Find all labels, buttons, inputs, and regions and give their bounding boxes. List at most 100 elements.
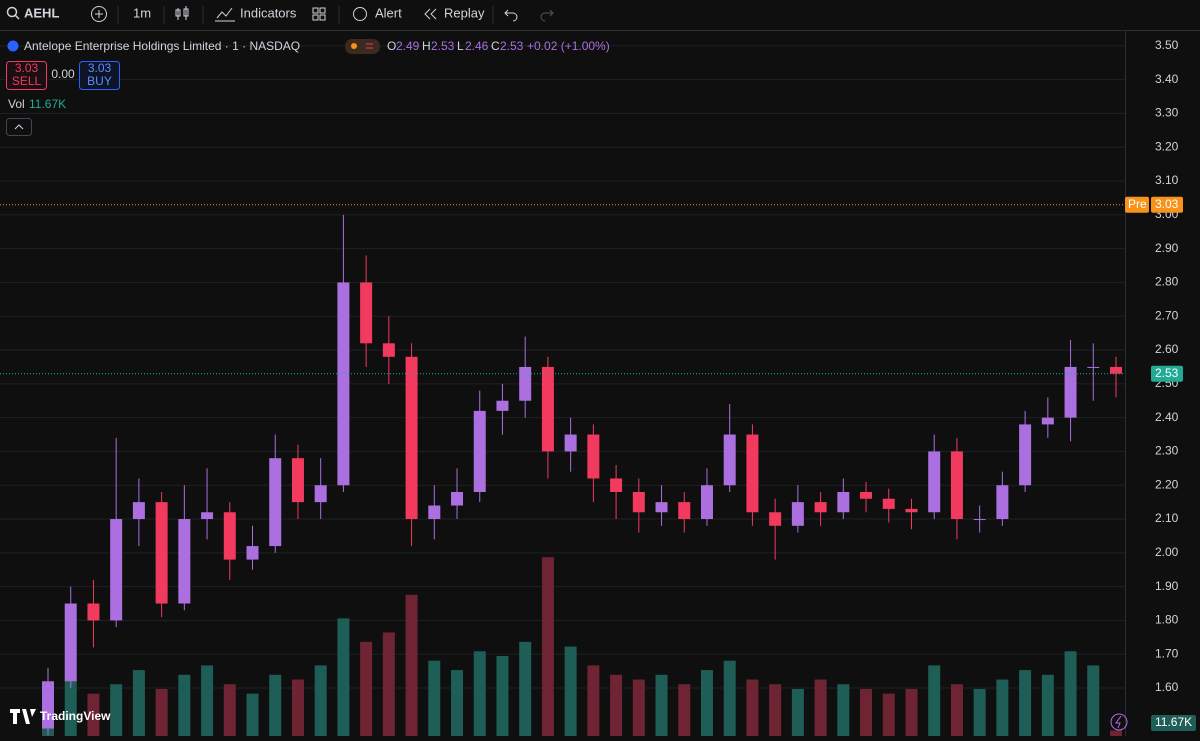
candle-body <box>791 502 804 526</box>
undo[interactable] <box>504 9 518 22</box>
candle-body <box>451 491 464 506</box>
y-tick-label: 3.20 <box>1155 139 1179 153</box>
collapse-legend[interactable] <box>6 118 32 136</box>
candle-body <box>1064 366 1077 418</box>
candle-body <box>155 502 168 604</box>
candle-body <box>223 512 236 560</box>
chart-type-icon[interactable] <box>175 6 189 20</box>
volume-bar <box>405 594 418 736</box>
symbol[interactable]: AEHL <box>24 5 59 20</box>
price-tag-value: 2.53 <box>1155 366 1179 380</box>
candle-body <box>291 458 304 503</box>
volume-bar <box>723 660 736 736</box>
replay-button[interactable]: Replay <box>444 5 485 20</box>
buy-price: 3.03 <box>88 61 112 75</box>
replay-icon <box>424 8 437 20</box>
volume-bar <box>610 674 623 736</box>
layouts-icon[interactable] <box>312 7 326 21</box>
search-icon[interactable] <box>6 6 18 18</box>
candle-body <box>1087 366 1100 368</box>
y-tick-label: 2.00 <box>1155 545 1179 559</box>
candle-body <box>473 410 486 492</box>
market-status-icon <box>351 43 357 49</box>
buy-label: BUY <box>87 74 112 88</box>
candle-body <box>655 502 668 513</box>
collapse-icon <box>14 124 24 130</box>
volume-bar <box>201 665 214 736</box>
candle-body <box>360 282 373 344</box>
candle-body <box>87 603 100 621</box>
candle-body <box>314 485 327 503</box>
volume-bar <box>814 679 827 736</box>
volume-bar <box>428 660 441 736</box>
volume-bar <box>451 670 464 736</box>
volume-bar <box>973 688 986 736</box>
volume-bar <box>860 688 873 736</box>
candle-body <box>587 434 600 479</box>
indicators-button[interactable]: Indicators <box>240 5 297 20</box>
candle-body <box>837 491 850 513</box>
volume-bar <box>337 618 350 736</box>
volume-bar <box>64 679 77 736</box>
volume-bar <box>791 688 804 736</box>
volume-bar <box>360 641 373 736</box>
candle-body <box>973 519 986 521</box>
flash-icon <box>1115 715 1122 729</box>
y-tick-label: 3.10 <box>1155 173 1179 187</box>
alert-icon <box>353 7 367 21</box>
y-tick-label: 1.80 <box>1155 613 1179 627</box>
sell-label: SELL <box>12 74 42 88</box>
search-icon <box>14 14 20 20</box>
y-tick-label: 2.80 <box>1155 275 1179 289</box>
volume-bar <box>655 674 668 736</box>
candle-body <box>269 458 282 547</box>
market-status[interactable] <box>345 39 380 54</box>
candle-body <box>678 502 691 520</box>
candle-body <box>428 505 441 520</box>
y-tick-label: 3.30 <box>1155 106 1179 120</box>
price-axis: 1.601.701.801.902.002.102.202.302.402.50… <box>1125 38 1196 731</box>
volume-label: Vol <box>8 97 25 111</box>
alert-button[interactable]: Alert <box>375 5 402 20</box>
y-tick-label: 1.60 <box>1155 680 1179 694</box>
ohlc-value: 2.49 <box>396 39 420 53</box>
candle-body <box>632 491 645 513</box>
volume-bar <box>769 684 782 736</box>
ohlc-label: C <box>491 39 500 53</box>
ohlc-value: 2.46 <box>465 39 489 53</box>
volume-bar <box>155 688 168 736</box>
volume-bar <box>1019 670 1032 736</box>
candle-body <box>814 502 827 513</box>
candle-body <box>769 512 782 526</box>
volume-bar <box>87 693 100 736</box>
candle-body <box>1041 417 1054 425</box>
y-tick-label: 2.10 <box>1155 511 1179 525</box>
volume-bar <box>496 655 509 736</box>
price-tag-value: 3.03 <box>1155 197 1179 211</box>
ohlc-change: +0.02 (+1.00%) <box>527 39 610 53</box>
volume-bar <box>950 684 963 736</box>
candle-body <box>178 519 191 604</box>
sell-button[interactable] <box>6 61 47 90</box>
candle-body <box>564 434 577 452</box>
volume-layer <box>42 557 1122 736</box>
volume-bar <box>1087 665 1100 736</box>
candle-body <box>246 546 259 560</box>
volume-bar <box>632 679 645 736</box>
volume-tag-value: 11.67K <box>1155 715 1192 729</box>
candle-body <box>950 451 963 520</box>
add-symbol[interactable] <box>91 6 107 22</box>
y-tick-label: 2.60 <box>1155 342 1179 356</box>
market-status-icon <box>366 43 373 49</box>
volume-bar <box>678 684 691 736</box>
volume-bar <box>223 684 236 736</box>
interval[interactable]: 1m <box>133 5 151 20</box>
redo[interactable] <box>540 9 554 22</box>
buy-button[interactable] <box>79 61 120 90</box>
volume-bar <box>1064 651 1077 736</box>
sell-price: 3.03 <box>15 61 39 75</box>
flash-button[interactable] <box>1110 713 1128 731</box>
